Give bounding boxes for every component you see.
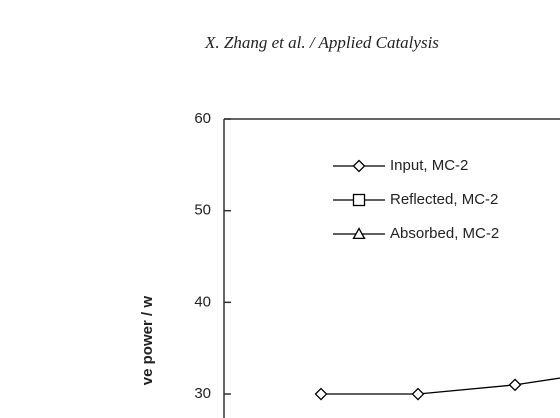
marker [352,227,366,240]
series-line [321,377,560,395]
y-tick-label: 40 [194,293,211,310]
legend-label: Reflected, MC-2 [390,191,498,208]
legend-label: Absorbed, MC-2 [390,225,499,242]
marker [508,378,522,392]
y-tick-label: 30 [194,385,211,402]
marker [314,387,328,401]
y-axis-label: ve power / w [139,296,156,386]
legend-label: Input, MC-2 [390,157,468,174]
marker [352,193,366,207]
y-tick-label: 60 [194,110,211,127]
y-tick-label: 50 [194,202,211,219]
marker [411,387,425,401]
marker [352,159,366,173]
running-header: X. Zhang et al. / Applied Catalysis [204,33,439,52]
